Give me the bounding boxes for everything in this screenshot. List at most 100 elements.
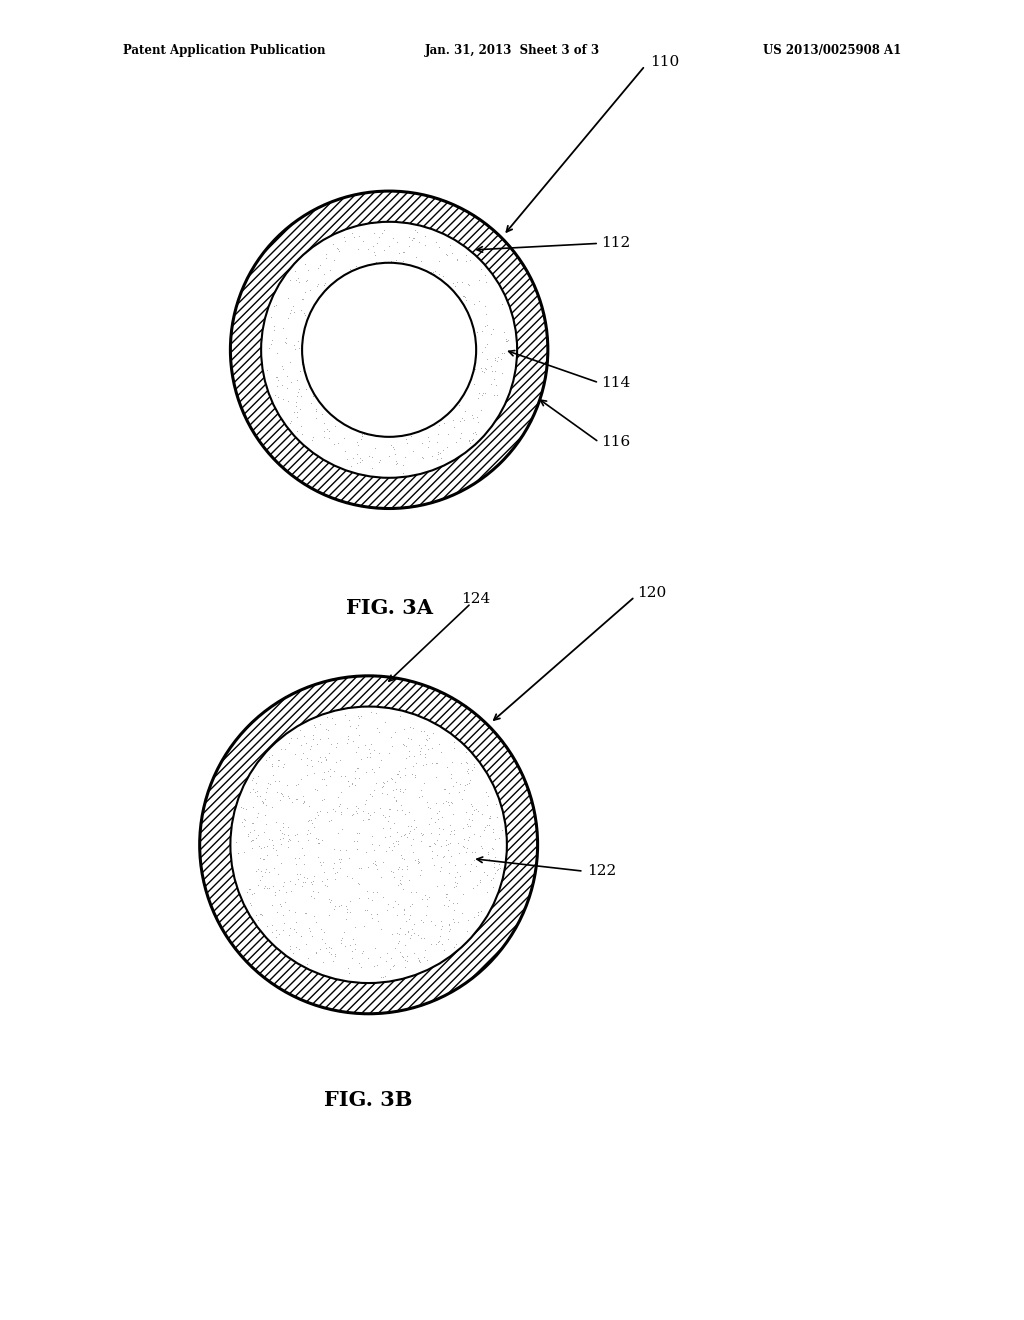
Point (455, 374, 471, 395)
Point (383, 861, 399, 882)
Point (258, 795, 274, 816)
Point (313, 298, 330, 319)
Point (457, 286, 473, 308)
Point (374, 290, 390, 312)
Point (409, 247, 425, 268)
Point (460, 763, 476, 784)
Point (458, 249, 474, 271)
Point (350, 887, 367, 908)
Point (307, 348, 324, 370)
Point (461, 275, 477, 296)
Point (229, 842, 246, 863)
Point (406, 746, 422, 767)
Point (420, 437, 436, 458)
Point (431, 279, 447, 300)
Point (470, 388, 486, 409)
Point (373, 866, 389, 887)
Point (367, 290, 383, 312)
Point (249, 807, 265, 828)
Point (441, 913, 458, 935)
Point (288, 269, 304, 290)
Point (415, 911, 431, 932)
Point (494, 294, 510, 315)
Point (280, 391, 296, 412)
Point (305, 727, 322, 748)
Point (458, 751, 474, 772)
Point (373, 750, 389, 771)
Point (357, 793, 374, 814)
Point (325, 318, 341, 339)
Point (347, 760, 364, 781)
Point (374, 337, 390, 358)
Point (360, 420, 377, 441)
Point (427, 933, 443, 954)
Point (281, 837, 297, 858)
Point (348, 830, 365, 851)
Point (253, 904, 269, 925)
Point (333, 403, 349, 424)
Point (392, 312, 409, 333)
Point (380, 412, 396, 433)
Point (344, 929, 360, 950)
Point (250, 766, 266, 787)
Point (333, 933, 349, 954)
Point (398, 950, 415, 972)
Point (359, 887, 376, 908)
Point (331, 895, 347, 916)
Point (300, 259, 316, 280)
Point (309, 846, 326, 867)
Point (416, 772, 432, 793)
Point (299, 308, 315, 329)
Point (420, 796, 436, 817)
Point (298, 360, 314, 381)
Point (331, 240, 347, 261)
Point (272, 851, 289, 873)
Point (326, 301, 342, 322)
Point (450, 350, 466, 371)
Point (285, 296, 301, 317)
Point (474, 321, 490, 342)
Point (293, 748, 309, 770)
Point (307, 400, 324, 421)
Point (319, 719, 336, 741)
Point (269, 845, 286, 866)
Point (408, 752, 424, 774)
Point (479, 785, 496, 807)
Point (403, 919, 420, 940)
Point (344, 774, 360, 795)
Point (398, 945, 415, 966)
Point (430, 800, 446, 821)
Point (429, 875, 445, 896)
Point (382, 372, 398, 393)
Point (291, 847, 307, 869)
Point (449, 271, 465, 292)
Point (322, 421, 338, 442)
Point (274, 822, 291, 843)
Point (293, 735, 309, 756)
Point (322, 891, 338, 912)
Point (390, 858, 407, 879)
Point (317, 247, 334, 268)
Point (412, 865, 428, 886)
Point (294, 341, 310, 362)
Point (404, 717, 421, 738)
Point (310, 829, 327, 850)
Point (316, 281, 333, 302)
Point (250, 874, 266, 895)
Point (335, 389, 351, 411)
Point (333, 801, 349, 822)
Point (373, 370, 389, 391)
Point (410, 948, 426, 969)
Point (387, 789, 403, 810)
Point (424, 305, 440, 326)
Point (354, 424, 371, 445)
Point (419, 792, 435, 813)
Point (396, 847, 413, 869)
Point (492, 854, 508, 875)
Ellipse shape (200, 676, 538, 1014)
Point (340, 771, 356, 792)
Point (325, 384, 341, 405)
Point (298, 755, 314, 776)
Point (365, 236, 381, 257)
Point (377, 966, 393, 987)
